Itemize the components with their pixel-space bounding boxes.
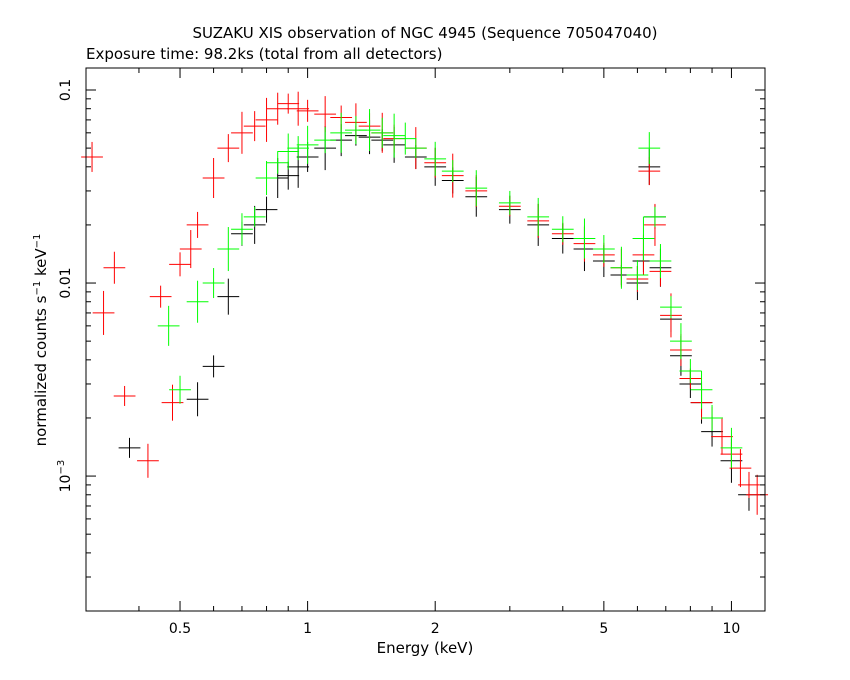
data-point (202, 268, 225, 299)
data-point (266, 92, 289, 125)
data-point (551, 216, 574, 243)
y-tick-label: 0.01 (58, 267, 74, 298)
x-axis-label: Energy (keV) (377, 639, 474, 657)
data-point (729, 449, 752, 488)
data-point (118, 437, 141, 458)
data-point (314, 96, 337, 133)
data-point (217, 227, 240, 272)
plot-area (81, 91, 769, 515)
data-point (383, 113, 406, 158)
data-point (670, 323, 692, 360)
data-point (277, 133, 300, 170)
data-point (660, 296, 682, 319)
data-point (243, 206, 266, 227)
data-point (186, 382, 209, 417)
data-point (701, 404, 723, 431)
data-point (498, 190, 521, 215)
data-point (202, 355, 225, 378)
data-point (638, 132, 661, 165)
x-tick-label: 5 (599, 621, 608, 637)
data-point (358, 109, 381, 152)
x-tick-label: 10 (723, 621, 741, 637)
data-point (266, 151, 289, 174)
data-point (113, 385, 136, 406)
data-point (465, 170, 488, 207)
data-point (738, 471, 760, 498)
data-point (255, 97, 278, 142)
chart-title: SUZAKU XIS observation of NGC 4945 (Sequ… (192, 24, 657, 42)
data-point (186, 211, 209, 238)
data-point (711, 418, 733, 455)
data-point (314, 127, 337, 154)
data-point (690, 370, 713, 409)
data-point (610, 246, 633, 289)
y-axis-label-main: normalized counts s (32, 295, 50, 446)
data-point (649, 244, 672, 279)
y-axis-label-exp1: −1 (32, 281, 43, 296)
data-point (527, 197, 550, 236)
data-point (720, 427, 743, 468)
data-point (679, 359, 702, 384)
data-point (296, 99, 319, 122)
data-point (255, 161, 278, 196)
data-point (404, 138, 427, 159)
data-point (632, 216, 655, 261)
y-axis-label: normalized counts s−1 keV−1 (32, 234, 50, 447)
data-point (179, 230, 202, 269)
data-point (243, 111, 266, 142)
data-point (255, 196, 278, 223)
data-point (81, 141, 103, 172)
plot-frame (85, 67, 766, 612)
y-tick-label: 10−3 (56, 460, 74, 493)
data-point (644, 206, 666, 227)
data-point (169, 375, 191, 404)
data-point (231, 213, 253, 246)
data-point (394, 122, 417, 155)
y-axis-label-exp2: −1 (32, 234, 43, 249)
data-point (217, 134, 240, 163)
data-point (287, 136, 310, 161)
x-tick-label: 0.5 (169, 621, 191, 637)
data-point (157, 305, 180, 346)
data-point (103, 251, 126, 284)
chart-subtitle: Exposure time: 98.2ks (total from all de… (86, 45, 442, 63)
data-point (231, 111, 253, 154)
data-point (137, 443, 159, 478)
data-point (149, 285, 172, 308)
data-point (573, 218, 596, 259)
data-point (441, 160, 464, 183)
x-tick-label: 1 (303, 621, 312, 637)
data-point (296, 125, 319, 164)
data-point (169, 252, 191, 277)
data-point (217, 278, 240, 315)
data-point (287, 91, 310, 126)
data-point (92, 290, 115, 335)
data-point (592, 235, 615, 264)
data-point (371, 117, 394, 148)
data-point (330, 112, 353, 153)
axes: 0.5 1 2 5 10 0.1 0.01 10−3 (56, 68, 765, 637)
data-point (626, 260, 649, 291)
y-tick-label: 0.1 (58, 79, 74, 101)
y-axis-label-mid: keV (32, 248, 50, 281)
data-point (202, 158, 225, 199)
data-point (424, 141, 447, 176)
data-point (277, 93, 300, 114)
x-tick-label: 2 (431, 621, 440, 637)
data-point (186, 280, 209, 323)
